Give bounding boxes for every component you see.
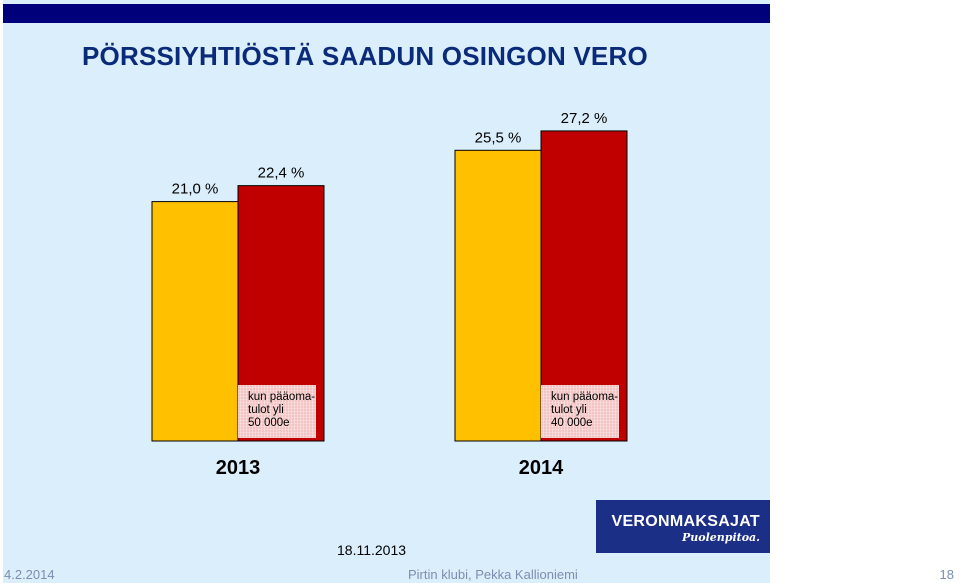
note-box (541, 385, 619, 438)
note-line: tulot yli (248, 404, 284, 416)
data-label: 22,4 % (258, 165, 305, 182)
note-box (238, 385, 316, 438)
category-label-2013: 2013 (216, 457, 261, 479)
slide-top-bar (3, 4, 770, 23)
logo-tagline: Puolenpitoa. (681, 531, 760, 544)
logo-wordmark: VERONMAKSAJAT (611, 513, 760, 530)
note-line: 40 000e (551, 417, 593, 429)
footer-presenter: Pirtin klubi, Pekka Kallioniemi (408, 567, 578, 582)
slide-title: PÖRSSIYHTIÖSTÄ SAADUN OSINGON VERO (82, 41, 648, 71)
data-label: 25,5 % (475, 129, 522, 146)
bar-2014-base (454, 149, 542, 442)
data-label: 27,2 % (561, 110, 608, 127)
slide-background (3, 0, 770, 583)
note-line: 50 000e (248, 417, 290, 429)
footer-date: 4.2.2014 (4, 567, 55, 582)
note-line: kun pääoma- (248, 391, 315, 403)
slide-date: 18.11.2013 (337, 542, 407, 558)
note-line: tulot yli (551, 404, 587, 416)
footer-page-number: 18 (939, 567, 954, 582)
data-label: 21,0 % (172, 181, 219, 198)
bar-2013-base (151, 201, 239, 442)
note-line: kun pääoma- (551, 391, 618, 403)
category-label-2014: 2014 (519, 457, 564, 479)
veronmaksajat-logo: VERONMAKSAJAT Puolenpitoa. (596, 500, 770, 553)
